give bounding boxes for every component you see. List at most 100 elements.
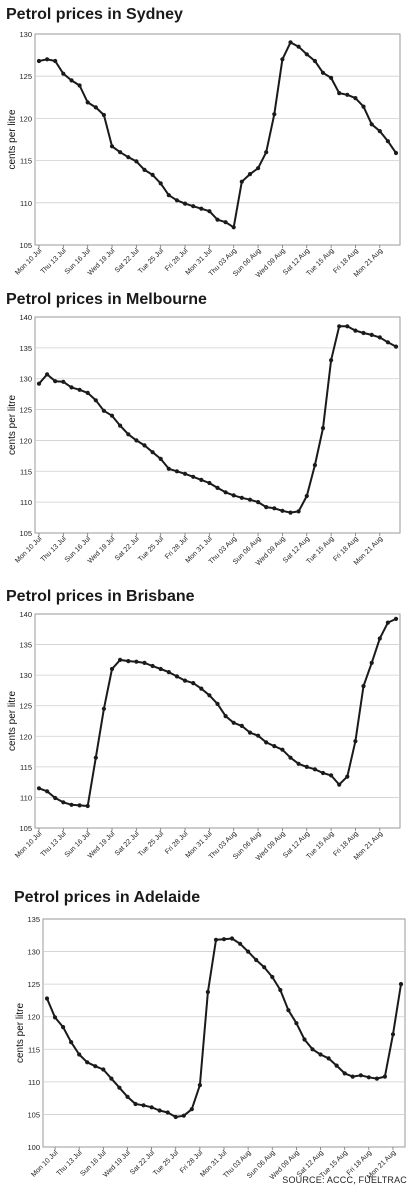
data-point [223, 490, 228, 495]
data-point [93, 105, 98, 110]
y-tick-label: 105 [27, 1110, 40, 1119]
data-point [280, 57, 285, 62]
data-point [369, 122, 374, 127]
data-point [337, 91, 342, 96]
data-point [45, 789, 50, 794]
y-axis-label: cents per litre [7, 691, 18, 751]
data-point [385, 340, 390, 345]
data-point [101, 1067, 106, 1072]
data-point [239, 495, 244, 500]
data-point [385, 620, 390, 625]
data-point [304, 52, 309, 57]
plot-frame [34, 316, 401, 534]
data-point [254, 957, 259, 963]
data-point [44, 996, 50, 1001]
data-point [288, 755, 293, 760]
data-point [101, 408, 106, 413]
data-point [69, 1040, 74, 1045]
data-point [231, 720, 236, 725]
plot-frame [34, 33, 401, 246]
y-tick-label: 110 [20, 793, 32, 802]
data-point [207, 480, 212, 486]
data-point [215, 485, 220, 490]
data-point [334, 1063, 339, 1068]
data-point [239, 179, 244, 184]
data-point [366, 1075, 371, 1080]
data-point [294, 1021, 299, 1026]
y-tick-label: 105 [19, 529, 32, 538]
y-tick-label: 130 [27, 948, 40, 957]
y-tick-label: 120 [19, 732, 32, 741]
data-point [134, 159, 139, 164]
data-point [77, 387, 82, 392]
x-tick-label: Tue 25 Jul [152, 1149, 180, 1177]
data-point [398, 982, 404, 987]
y-tick-label: 110 [28, 1078, 40, 1087]
data-point [142, 167, 147, 172]
data-point [93, 1064, 98, 1069]
data-point [215, 217, 220, 222]
data-point [262, 965, 267, 970]
data-point [390, 1032, 396, 1037]
data-point [320, 426, 326, 431]
data-point [205, 989, 210, 995]
data-point [278, 987, 283, 993]
data-point [337, 324, 342, 329]
data-point [329, 75, 334, 80]
data-point [182, 678, 188, 683]
data-point [393, 344, 399, 349]
data-point [270, 974, 275, 980]
data-point [191, 474, 196, 479]
data-point [223, 714, 228, 719]
data-point [61, 71, 66, 76]
data-point [393, 616, 399, 621]
data-point [288, 40, 293, 45]
data-point [256, 166, 261, 171]
data-point [280, 747, 285, 752]
data-point [61, 800, 66, 805]
data-point [150, 172, 155, 177]
data-point [310, 1047, 315, 1052]
data-point [109, 1076, 114, 1081]
melbourne-panel: Petrol prices in Melbourne 105 110 115 120 1… [0, 288, 419, 578]
data-point [337, 782, 342, 787]
x-tick-label: Mon 10 Jul [14, 830, 43, 859]
data-point [61, 1025, 66, 1030]
data-point [101, 706, 106, 711]
data-point [166, 193, 171, 198]
data-point [133, 1101, 138, 1107]
data-point [77, 1052, 82, 1057]
data-point [377, 636, 382, 641]
data-point [85, 100, 90, 105]
data-point [158, 666, 163, 672]
data-point [353, 739, 358, 744]
data-point [191, 204, 196, 209]
data-point [247, 497, 253, 502]
data-point [134, 438, 139, 443]
x-tick-label: Tue 25 Jul [137, 830, 165, 858]
data-point [189, 1107, 194, 1112]
data-point [52, 1015, 58, 1020]
y-tick-label: 115 [20, 157, 32, 166]
data-point [150, 663, 155, 669]
data-point [288, 510, 293, 515]
data-point [377, 335, 382, 340]
y-tick-label: 130 [19, 375, 32, 384]
data-point [101, 112, 106, 118]
data-point [229, 936, 235, 941]
data-point [142, 443, 147, 448]
data-point [213, 937, 219, 942]
y-axis-label: cents per litre [7, 395, 18, 455]
data-point [353, 328, 358, 333]
data-point [36, 786, 42, 791]
data-point [385, 139, 390, 144]
data-point [247, 730, 253, 735]
x-tick-label: Fri 28 Jul [164, 535, 190, 561]
source-note: SOURCE: ACCC, FUELTRAC [282, 1175, 407, 1185]
data-point [199, 206, 204, 211]
data-point [302, 1037, 307, 1042]
data-point [231, 225, 236, 230]
y-tick-label: 125 [27, 980, 40, 989]
y-tick-label: 130 [19, 30, 32, 39]
y-tick-label: 120 [27, 1013, 40, 1022]
